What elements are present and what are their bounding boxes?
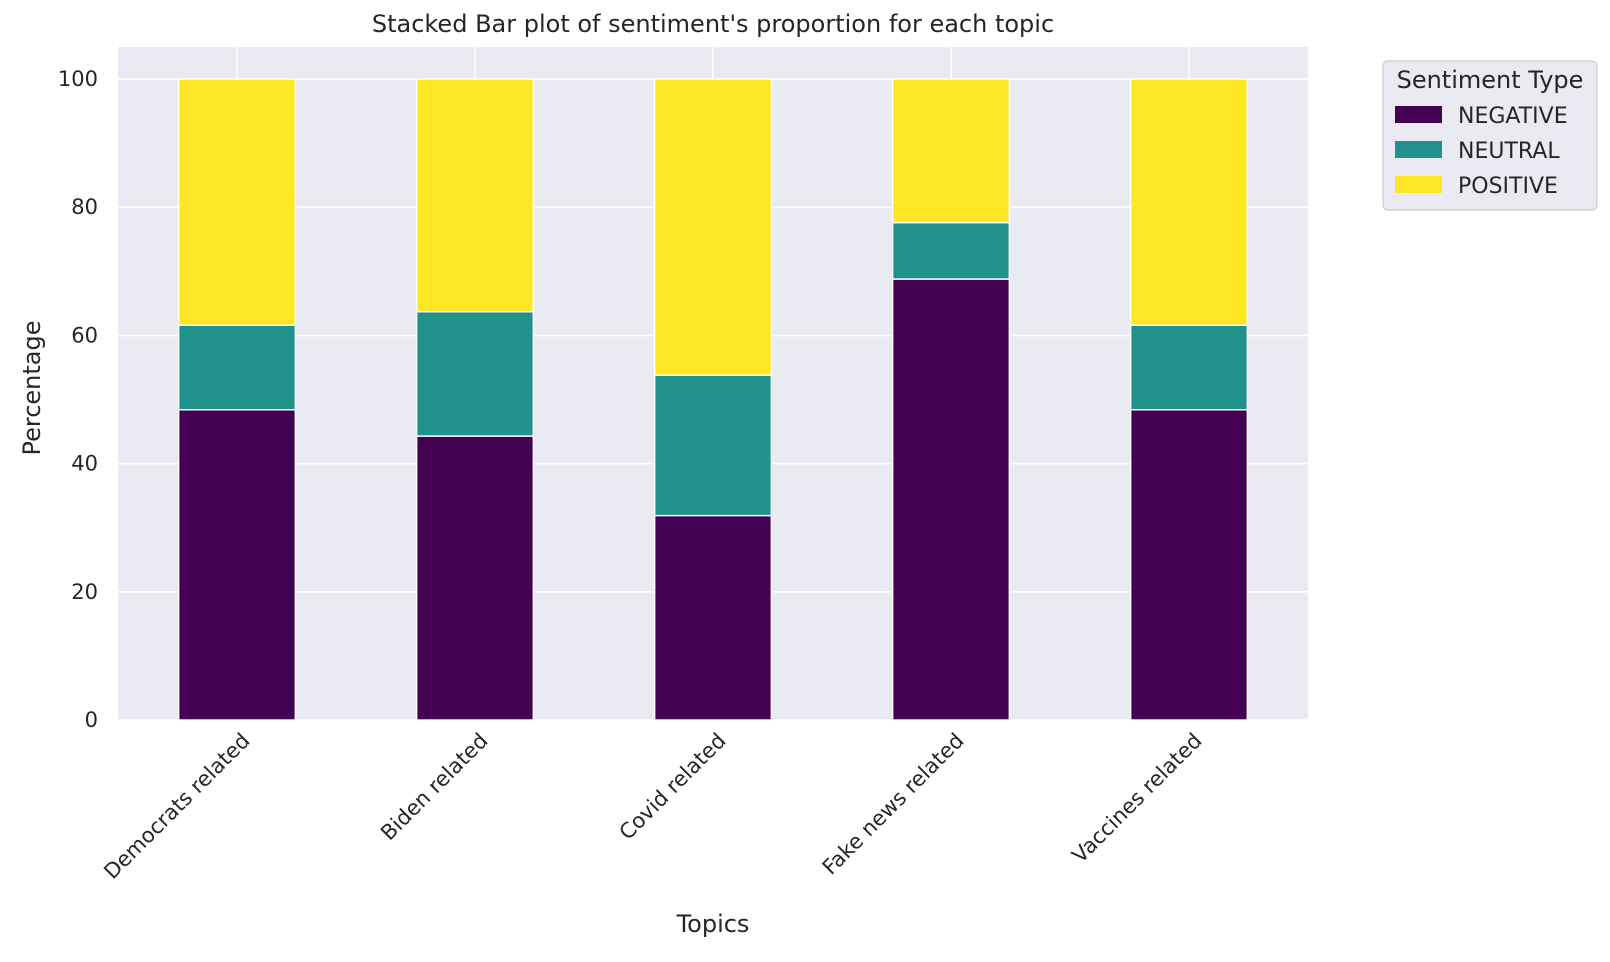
legend-label-positive: POSITIVE xyxy=(1458,174,1558,199)
legend-title: Sentiment Type xyxy=(1397,66,1584,94)
bar-positive-1 xyxy=(417,79,534,312)
bar-neutral-4 xyxy=(1131,325,1248,410)
chart-title: Stacked Bar plot of sentiment's proporti… xyxy=(372,10,1054,38)
x-tick-label: Biden related xyxy=(376,729,493,846)
y-tick-label: 80 xyxy=(71,195,98,219)
x-tick-label: Vaccines related xyxy=(1067,729,1206,868)
bar-neutral-0 xyxy=(179,325,296,410)
bar-negative-3 xyxy=(893,279,1010,720)
legend-swatch-positive xyxy=(1395,176,1442,193)
bar-neutral-1 xyxy=(417,312,534,436)
legend-label-neutral: NEUTRAL xyxy=(1458,139,1560,164)
x-tick-label: Covid related xyxy=(615,729,731,845)
bar-positive-4 xyxy=(1131,79,1248,325)
legend-label-negative: NEGATIVE xyxy=(1458,104,1568,129)
legend: Sentiment Type NEGATIVE NEUTRAL POSITIVE xyxy=(1383,61,1597,210)
y-tick-label: 20 xyxy=(71,580,98,604)
y-tick-label: 0 xyxy=(85,708,98,732)
legend-swatch-negative xyxy=(1395,106,1442,123)
bar-negative-2 xyxy=(655,516,772,720)
x-tick-label: Fake news related xyxy=(818,729,969,880)
y-tick-label: 60 xyxy=(71,323,98,347)
y-axis-label: Percentage xyxy=(18,320,46,455)
x-axis-ticks: Democrats related Biden related Covid rela… xyxy=(99,729,1206,884)
y-axis-ticks: 0 20 40 60 80 100 xyxy=(58,67,98,732)
y-tick-label: 40 xyxy=(71,452,98,476)
bar-negative-1 xyxy=(417,436,534,720)
bar-positive-3 xyxy=(893,79,1010,223)
bar-negative-4 xyxy=(1131,410,1248,720)
y-tick-label: 100 xyxy=(58,67,98,91)
legend-items: NEGATIVE NEUTRAL POSITIVE xyxy=(1395,104,1568,199)
bar-positive-0 xyxy=(179,79,296,325)
bar-neutral-3 xyxy=(893,223,1010,279)
bar-negative-0 xyxy=(179,410,296,720)
bar-positive-2 xyxy=(655,79,772,375)
legend-swatch-neutral xyxy=(1395,141,1442,158)
bar-neutral-2 xyxy=(655,375,772,515)
x-axis-label: Topics xyxy=(676,910,750,938)
x-tick-label: Democrats related xyxy=(99,729,254,884)
